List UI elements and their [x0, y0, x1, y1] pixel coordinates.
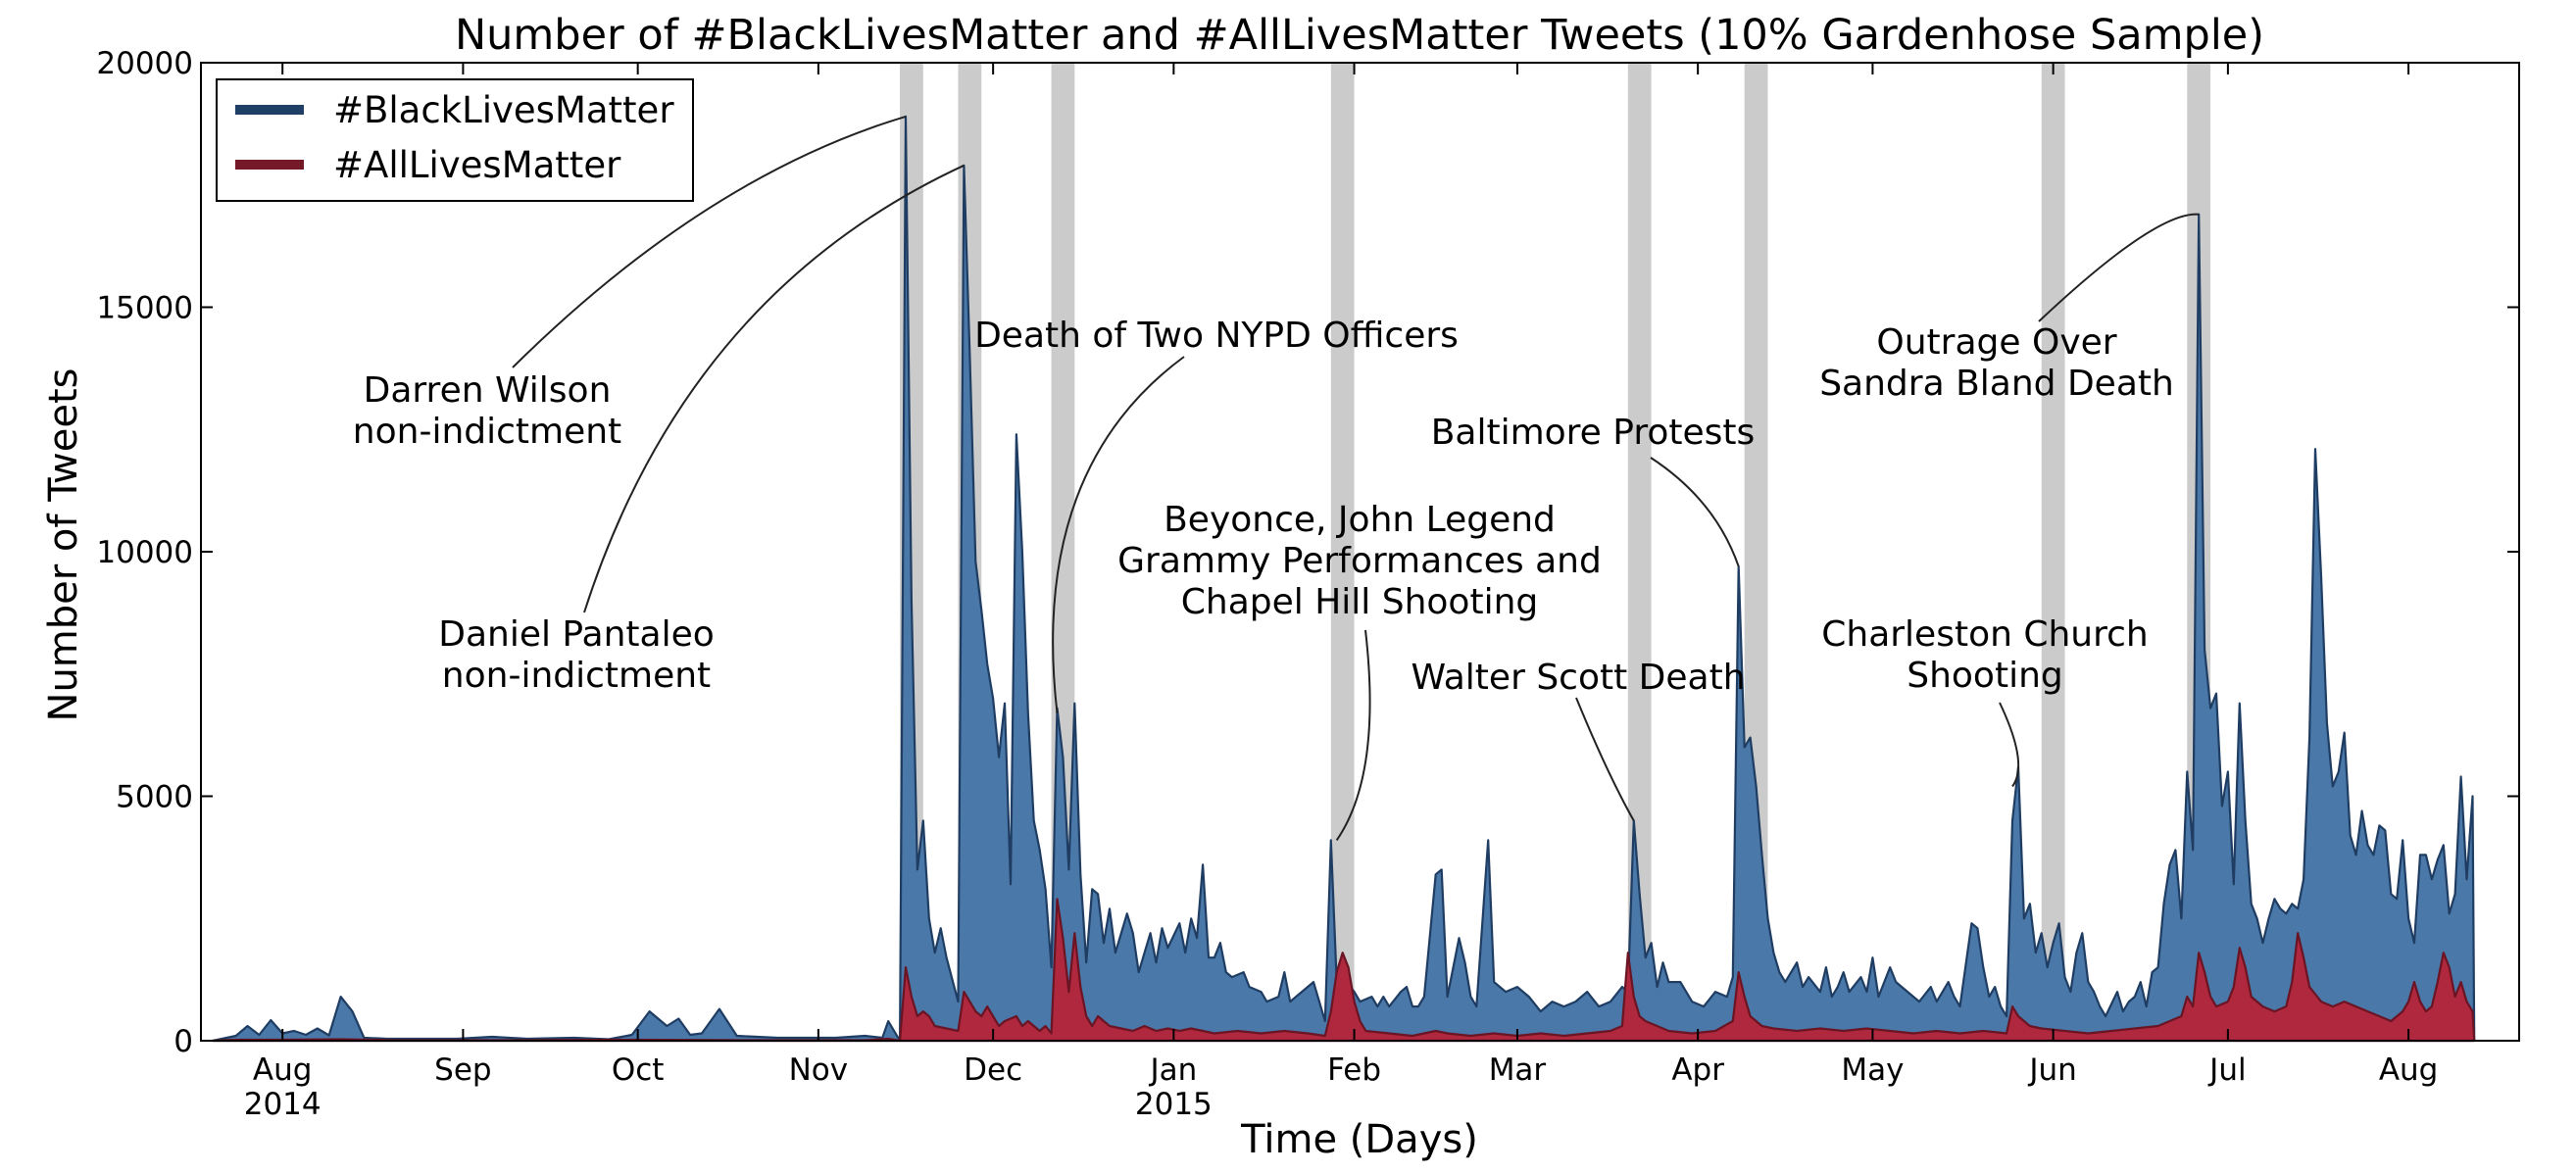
- x-tick-sublabel-5: 2015: [1135, 1087, 1213, 1122]
- y-tick-label-10000: 10000: [96, 535, 193, 570]
- annotation-4-line-2: Grammy Performances and: [1117, 541, 1602, 581]
- annotation-connector-1: [512, 115, 907, 368]
- x-tick-label-11: Jul: [2207, 1052, 2246, 1088]
- legend-box: [216, 78, 694, 202]
- y-tick-label-20000: 20000: [96, 46, 193, 81]
- annotation-connector-7: [1999, 702, 2020, 788]
- annotation-connector-3: [1052, 356, 1185, 713]
- x-tick-sublabel-0: 2014: [244, 1087, 322, 1122]
- annotation-8-line-2: Sandra Bland Death: [1819, 364, 2174, 404]
- annotation-8-line-1: Outrage Over: [1876, 322, 2116, 363]
- annotation-7-line-1: Charleston Church: [1821, 614, 2149, 655]
- annotation-4-line-3: Chapel Hill Shooting: [1181, 582, 1538, 622]
- chart-title: Number of #BlackLivesMatter and #AllLive…: [455, 11, 2264, 60]
- annotation-2-line-2: non-indictment: [442, 656, 711, 696]
- x-tick-label-0: Aug: [253, 1052, 313, 1088]
- annotation-1-line-1: Darren Wilson: [364, 370, 612, 411]
- x-tick-label-12: Aug: [2379, 1052, 2439, 1088]
- annotation-connector-6: [1650, 457, 1740, 567]
- y-axis: 0 5000 10000 15000 20000: [96, 46, 2519, 1059]
- annotation-5-line-1: Walter Scott Death: [1411, 658, 1745, 698]
- x-tick-label-5: Jan: [1148, 1052, 1197, 1088]
- legend-label-alllivesmatter: #AllLivesMatter: [333, 144, 621, 186]
- y-axis-label: Number of Tweets: [41, 368, 86, 722]
- legend-label-blacklivesmatter: #BlackLivesMatter: [333, 89, 674, 131]
- y-tick-label-15000: 15000: [96, 291, 193, 326]
- shaded-period-5: [1627, 63, 1652, 1041]
- shaded-period-7: [2041, 63, 2065, 1041]
- annotation-2-line-1: Daniel Pantaleo: [438, 614, 715, 655]
- shaded-period-4: [1330, 63, 1355, 1041]
- y-tick-label-5000: 5000: [116, 780, 193, 815]
- annotation-connector-5: [1575, 697, 1635, 821]
- annotation-connector-4: [1335, 629, 1371, 841]
- annotation-connector-2: [583, 164, 965, 613]
- x-tick-label-7: Mar: [1489, 1052, 1547, 1088]
- x-axis-label: Time (Days): [1240, 1117, 1478, 1162]
- legend: #BlackLivesMatter #AllLivesMatter: [216, 78, 694, 202]
- x-tick-label-9: May: [1841, 1052, 1904, 1088]
- annotation-7-line-2: Shooting: [1907, 656, 2063, 696]
- y-tick-label-0: 0: [173, 1024, 193, 1059]
- x-tick-label-3: Nov: [789, 1052, 849, 1088]
- x-tick-label-1: Sep: [434, 1052, 491, 1088]
- annotation-3-line-1: Death of Two NYPD Officers: [974, 316, 1459, 356]
- x-tick-label-10: Jun: [2027, 1052, 2076, 1088]
- x-tick-label-4: Dec: [964, 1052, 1022, 1088]
- area-alllivesmatter: [211, 898, 2476, 1043]
- x-tick-label-2: Oct: [612, 1052, 665, 1088]
- annotation-4-line-1: Beyonce, John Legend: [1164, 500, 1556, 540]
- annotation-6-line-1: Baltimore Protests: [1431, 413, 1756, 453]
- x-tick-label-8: Apr: [1671, 1052, 1724, 1088]
- annotation-connector-layer: [512, 115, 2200, 841]
- x-tick-label-6: Feb: [1327, 1052, 1381, 1088]
- annotation-connector-8: [2038, 213, 2200, 322]
- annotation-1-line-2: non-indictment: [353, 412, 621, 452]
